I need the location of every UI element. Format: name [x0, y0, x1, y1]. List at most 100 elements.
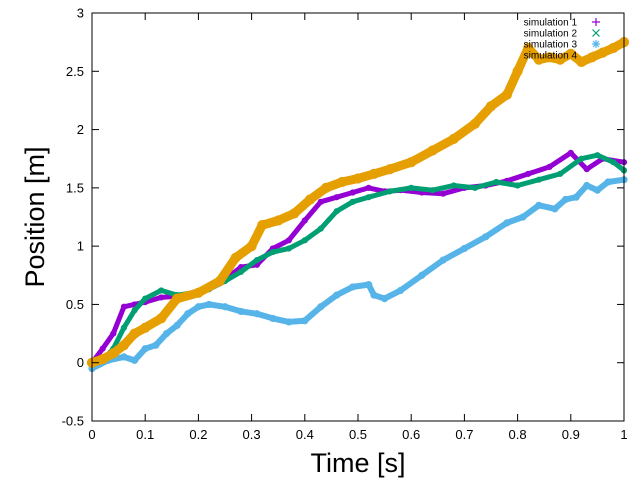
data-point — [120, 324, 128, 331]
data-point — [583, 181, 591, 190]
data-point — [253, 257, 261, 264]
data-point — [333, 291, 341, 299]
y-tick-label: 1 — [77, 239, 84, 254]
data-point — [440, 190, 447, 197]
data-point — [285, 245, 292, 252]
data-point — [565, 48, 576, 59]
data-point — [597, 47, 608, 58]
data-point — [604, 178, 612, 186]
data-point — [448, 133, 459, 144]
x-tick-label: 1 — [620, 427, 627, 442]
data-point — [110, 330, 117, 337]
data-point — [386, 188, 394, 195]
data-point — [130, 356, 139, 364]
x-tick-label: 0.5 — [349, 427, 367, 442]
data-point — [471, 184, 479, 191]
data-point — [365, 281, 373, 289]
data-point — [221, 303, 229, 311]
data-point — [158, 287, 165, 294]
data-point — [384, 164, 396, 175]
data-point — [365, 194, 372, 201]
x-tick-label: 0.1 — [136, 427, 154, 442]
data-point — [594, 152, 601, 159]
data-point — [408, 184, 415, 191]
data-point — [427, 145, 438, 156]
data-point — [246, 241, 257, 252]
y-tick-label: 2 — [77, 122, 84, 137]
data-point — [460, 244, 468, 253]
data-point — [285, 237, 292, 244]
data-point — [99, 345, 106, 352]
data-point — [610, 159, 617, 166]
data-point — [129, 328, 140, 339]
data-point — [108, 348, 119, 359]
data-point — [301, 317, 309, 325]
x-tick-label: 0.4 — [296, 427, 314, 442]
data-point — [525, 170, 532, 177]
data-point — [450, 182, 457, 189]
data-point — [349, 283, 357, 291]
data-point — [512, 66, 523, 77]
data-point — [333, 194, 340, 201]
data-point — [118, 340, 130, 351]
data-point — [289, 208, 300, 219]
data-point — [535, 176, 542, 183]
data-point — [269, 314, 277, 323]
data-point — [370, 291, 378, 299]
data-point — [285, 318, 293, 326]
data-point — [317, 225, 324, 232]
data-point — [503, 219, 511, 227]
y-tick-label: 1.5 — [66, 180, 84, 195]
data-point — [120, 353, 128, 361]
data-point — [158, 294, 165, 301]
series-1 — [88, 149, 628, 366]
data-point — [320, 182, 332, 193]
data-point — [533, 54, 544, 65]
series-layer — [86, 37, 630, 373]
x-tick-label: 0.6 — [402, 427, 420, 442]
data-point — [583, 166, 590, 173]
data-point — [578, 155, 585, 162]
data-point — [172, 293, 183, 304]
legend-label: simulation 3 — [524, 40, 578, 51]
x-tick-label: 0.2 — [189, 427, 207, 442]
data-point — [237, 268, 245, 275]
y-tick-label: 0 — [77, 355, 84, 370]
data-point — [418, 271, 426, 279]
x-tick-label: 0 — [88, 427, 95, 442]
data-point — [365, 184, 372, 191]
legend-item: simulation 3 — [524, 40, 600, 51]
data-point — [317, 198, 324, 205]
series-4 — [86, 37, 630, 368]
data-point — [576, 56, 587, 68]
data-point — [184, 310, 192, 318]
data-point — [230, 252, 241, 263]
data-point — [152, 341, 160, 349]
data-point — [120, 303, 128, 310]
data-point — [349, 198, 356, 205]
data-point — [269, 248, 276, 256]
data-point — [561, 195, 570, 204]
data-point — [352, 173, 364, 184]
legend-marker — [592, 29, 600, 37]
data-point — [301, 237, 308, 244]
data-point — [162, 329, 171, 338]
data-point — [349, 189, 356, 196]
legend-marker — [592, 51, 600, 59]
x-tick-label: 0.7 — [455, 427, 473, 442]
data-point — [514, 182, 521, 189]
x-tick-label: 0.8 — [509, 427, 527, 442]
data-point — [439, 256, 447, 264]
data-point — [253, 310, 261, 318]
legend-label: simulation 2 — [524, 29, 578, 40]
data-point — [493, 178, 500, 186]
legend-marker — [592, 18, 600, 26]
data-point — [214, 276, 225, 287]
data-point — [482, 233, 490, 241]
data-point — [140, 322, 151, 333]
data-point — [305, 194, 316, 205]
data-point — [546, 163, 553, 170]
